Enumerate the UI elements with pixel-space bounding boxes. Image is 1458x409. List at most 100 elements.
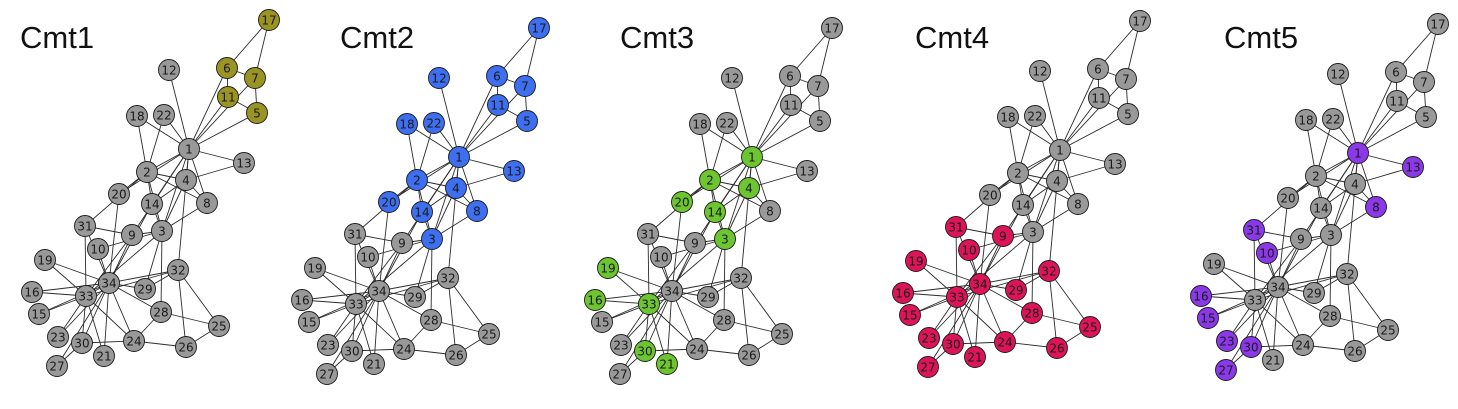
edge-1-12 (168, 69, 190, 150)
edge-27-34 (927, 283, 981, 368)
edge-30-34 (1250, 286, 1279, 348)
node-18: 18 (396, 113, 418, 135)
node-16: 16 (291, 289, 313, 311)
node-circle (28, 303, 50, 325)
node-circle (1190, 285, 1212, 307)
node-circle (656, 353, 678, 375)
node-circle (345, 293, 367, 315)
node-label: 26 (1049, 342, 1064, 356)
edge-1-6 (751, 75, 791, 158)
node-20: 20 (671, 191, 693, 213)
node-2: 2 (1305, 165, 1327, 187)
node-30: 30 (634, 340, 656, 362)
edge-9-33 (85, 234, 133, 297)
node-label: 19 (307, 262, 322, 276)
node-circle (780, 94, 802, 116)
node-26: 26 (738, 344, 760, 366)
node-18: 18 (1295, 109, 1317, 131)
panel-title-cmt2: Cmt2 (340, 20, 414, 55)
node-label: 1 (1056, 144, 1064, 158)
node-label: 11 (220, 91, 235, 105)
panel-title-cmt5: Cmt5 (1224, 20, 1298, 55)
node-4: 4 (175, 169, 197, 191)
node-28: 28 (1319, 305, 1341, 327)
node-label: 23 (1219, 335, 1234, 349)
node-label: 15 (902, 309, 917, 323)
node-label: 22 (719, 117, 734, 131)
edge-1-6 (1357, 71, 1397, 154)
edge-1-12 (438, 77, 460, 158)
node-1: 1 (178, 138, 200, 160)
node-16: 16 (892, 282, 914, 304)
node-5: 5 (516, 110, 538, 132)
node-circle (178, 138, 200, 160)
node-4: 4 (1344, 173, 1366, 195)
panel-cmt3: Cmt3 12345678910111213141516171819202122… (584, 17, 843, 385)
node-label: 29 (137, 283, 152, 297)
node-label: 20 (674, 196, 689, 210)
node-circle (151, 220, 173, 242)
node-label: 24 (1295, 339, 1310, 353)
node-circle (1327, 63, 1349, 85)
node-18: 18 (689, 113, 711, 135)
node-circle (304, 257, 326, 279)
node-circle (448, 146, 470, 168)
node-label: 24 (689, 343, 704, 357)
node-label: 8 (203, 197, 211, 211)
node-5: 5 (1415, 106, 1437, 128)
node-label: 9 (1297, 233, 1305, 247)
edge-21-34 (974, 283, 981, 358)
node-circle (411, 201, 433, 223)
node-circle (1305, 165, 1327, 187)
node-34: 34 (1267, 276, 1289, 298)
node-24: 24 (1292, 334, 1314, 356)
node-label: 32 (1041, 265, 1056, 279)
edge-1-32 (177, 148, 190, 271)
edge-15-34 (909, 283, 981, 316)
node-21: 21 (1262, 349, 1284, 371)
node-circle (1117, 103, 1139, 125)
node-label: 4 (1053, 175, 1061, 189)
node-circle (216, 57, 238, 79)
node-circle (153, 104, 175, 126)
edge-1-32 (447, 156, 460, 279)
edge-1-7 (1059, 78, 1127, 151)
node-9: 9 (391, 232, 413, 254)
node-7: 7 (514, 75, 536, 97)
node-33: 33 (638, 293, 660, 315)
node-23: 23 (918, 327, 940, 349)
node-circle (1244, 289, 1266, 311)
node-label: 16 (1193, 290, 1208, 304)
node-17: 17 (528, 17, 550, 39)
node-label: 25 (774, 328, 789, 342)
node-label: 14 (707, 206, 722, 220)
node-label: 1 (748, 151, 756, 165)
panel-title-cmt3: Cmt3 (620, 20, 694, 55)
node-circle (721, 67, 743, 89)
node-label: 1 (185, 143, 193, 157)
edge-26-32 (740, 277, 750, 356)
node-7: 7 (1115, 68, 1137, 90)
edge-15-34 (308, 290, 380, 323)
node-circle (1402, 156, 1424, 178)
node-circle (1079, 316, 1101, 338)
node-12: 12 (1029, 60, 1051, 82)
node-label: 17 (824, 22, 839, 36)
node-circle (93, 345, 115, 367)
node-circle (1385, 61, 1407, 83)
node-label: 32 (440, 272, 455, 286)
node-6: 6 (486, 65, 508, 87)
edge-2-8 (1017, 172, 1079, 205)
node-label: 27 (612, 368, 627, 382)
node-7: 7 (1413, 71, 1435, 93)
node-label: 7 (521, 80, 529, 94)
node-label: 5 (816, 115, 824, 129)
node-label: 18 (692, 118, 707, 132)
node-label: 30 (74, 337, 89, 351)
node-circle (378, 191, 400, 213)
node-label: 32 (1339, 268, 1354, 282)
node-10: 10 (87, 238, 109, 260)
node-circle (98, 272, 120, 294)
node-circle (714, 228, 736, 250)
node-25: 25 (478, 323, 500, 345)
